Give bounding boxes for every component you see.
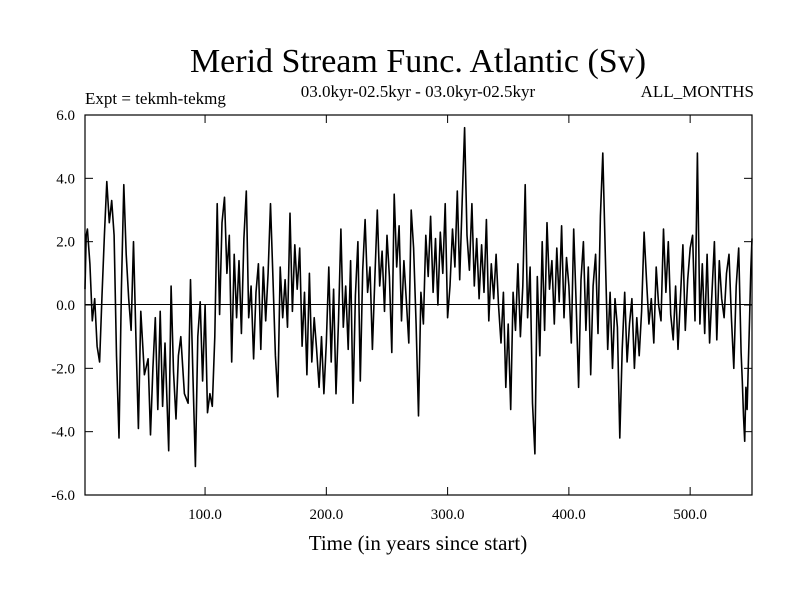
x-tick-label: 400.0 bbox=[552, 507, 586, 523]
x-axis: 100.0 200.0 300.0 400.0 500.0 bbox=[188, 115, 707, 523]
months-label: ALL_MONTHS bbox=[641, 82, 754, 101]
x-tick-label: 500.0 bbox=[673, 507, 707, 523]
y-tick-label: 2.0 bbox=[56, 235, 75, 251]
y-tick-label: 6.0 bbox=[56, 108, 75, 124]
y-tick-label: 0.0 bbox=[56, 298, 75, 314]
series-line bbox=[84, 126, 753, 468]
plot-frame bbox=[84, 114, 753, 496]
y-tick-label: -4.0 bbox=[51, 425, 75, 441]
x-tick-label: 100.0 bbox=[188, 507, 222, 523]
period-label: 03.0kyr-02.5kyr - 03.0kyr-02.5kyr bbox=[301, 82, 536, 101]
x-tick-label: 300.0 bbox=[431, 507, 465, 523]
y-tick-label: 4.0 bbox=[56, 171, 75, 187]
chart-title: Merid Stream Func. Atlantic (Sv) bbox=[190, 43, 646, 80]
x-axis-label: Time (in years since start) bbox=[309, 531, 528, 555]
experiment-label: Expt = tekmh-tekmg bbox=[85, 89, 226, 108]
y-axis: 6.0 4.0 2.0 0.0 -2.0 -4.0 -6.0 bbox=[51, 108, 752, 504]
y-tick-label: -2.0 bbox=[51, 361, 75, 377]
x-tick-label: 200.0 bbox=[309, 507, 343, 523]
y-tick-label: -6.0 bbox=[51, 488, 75, 504]
